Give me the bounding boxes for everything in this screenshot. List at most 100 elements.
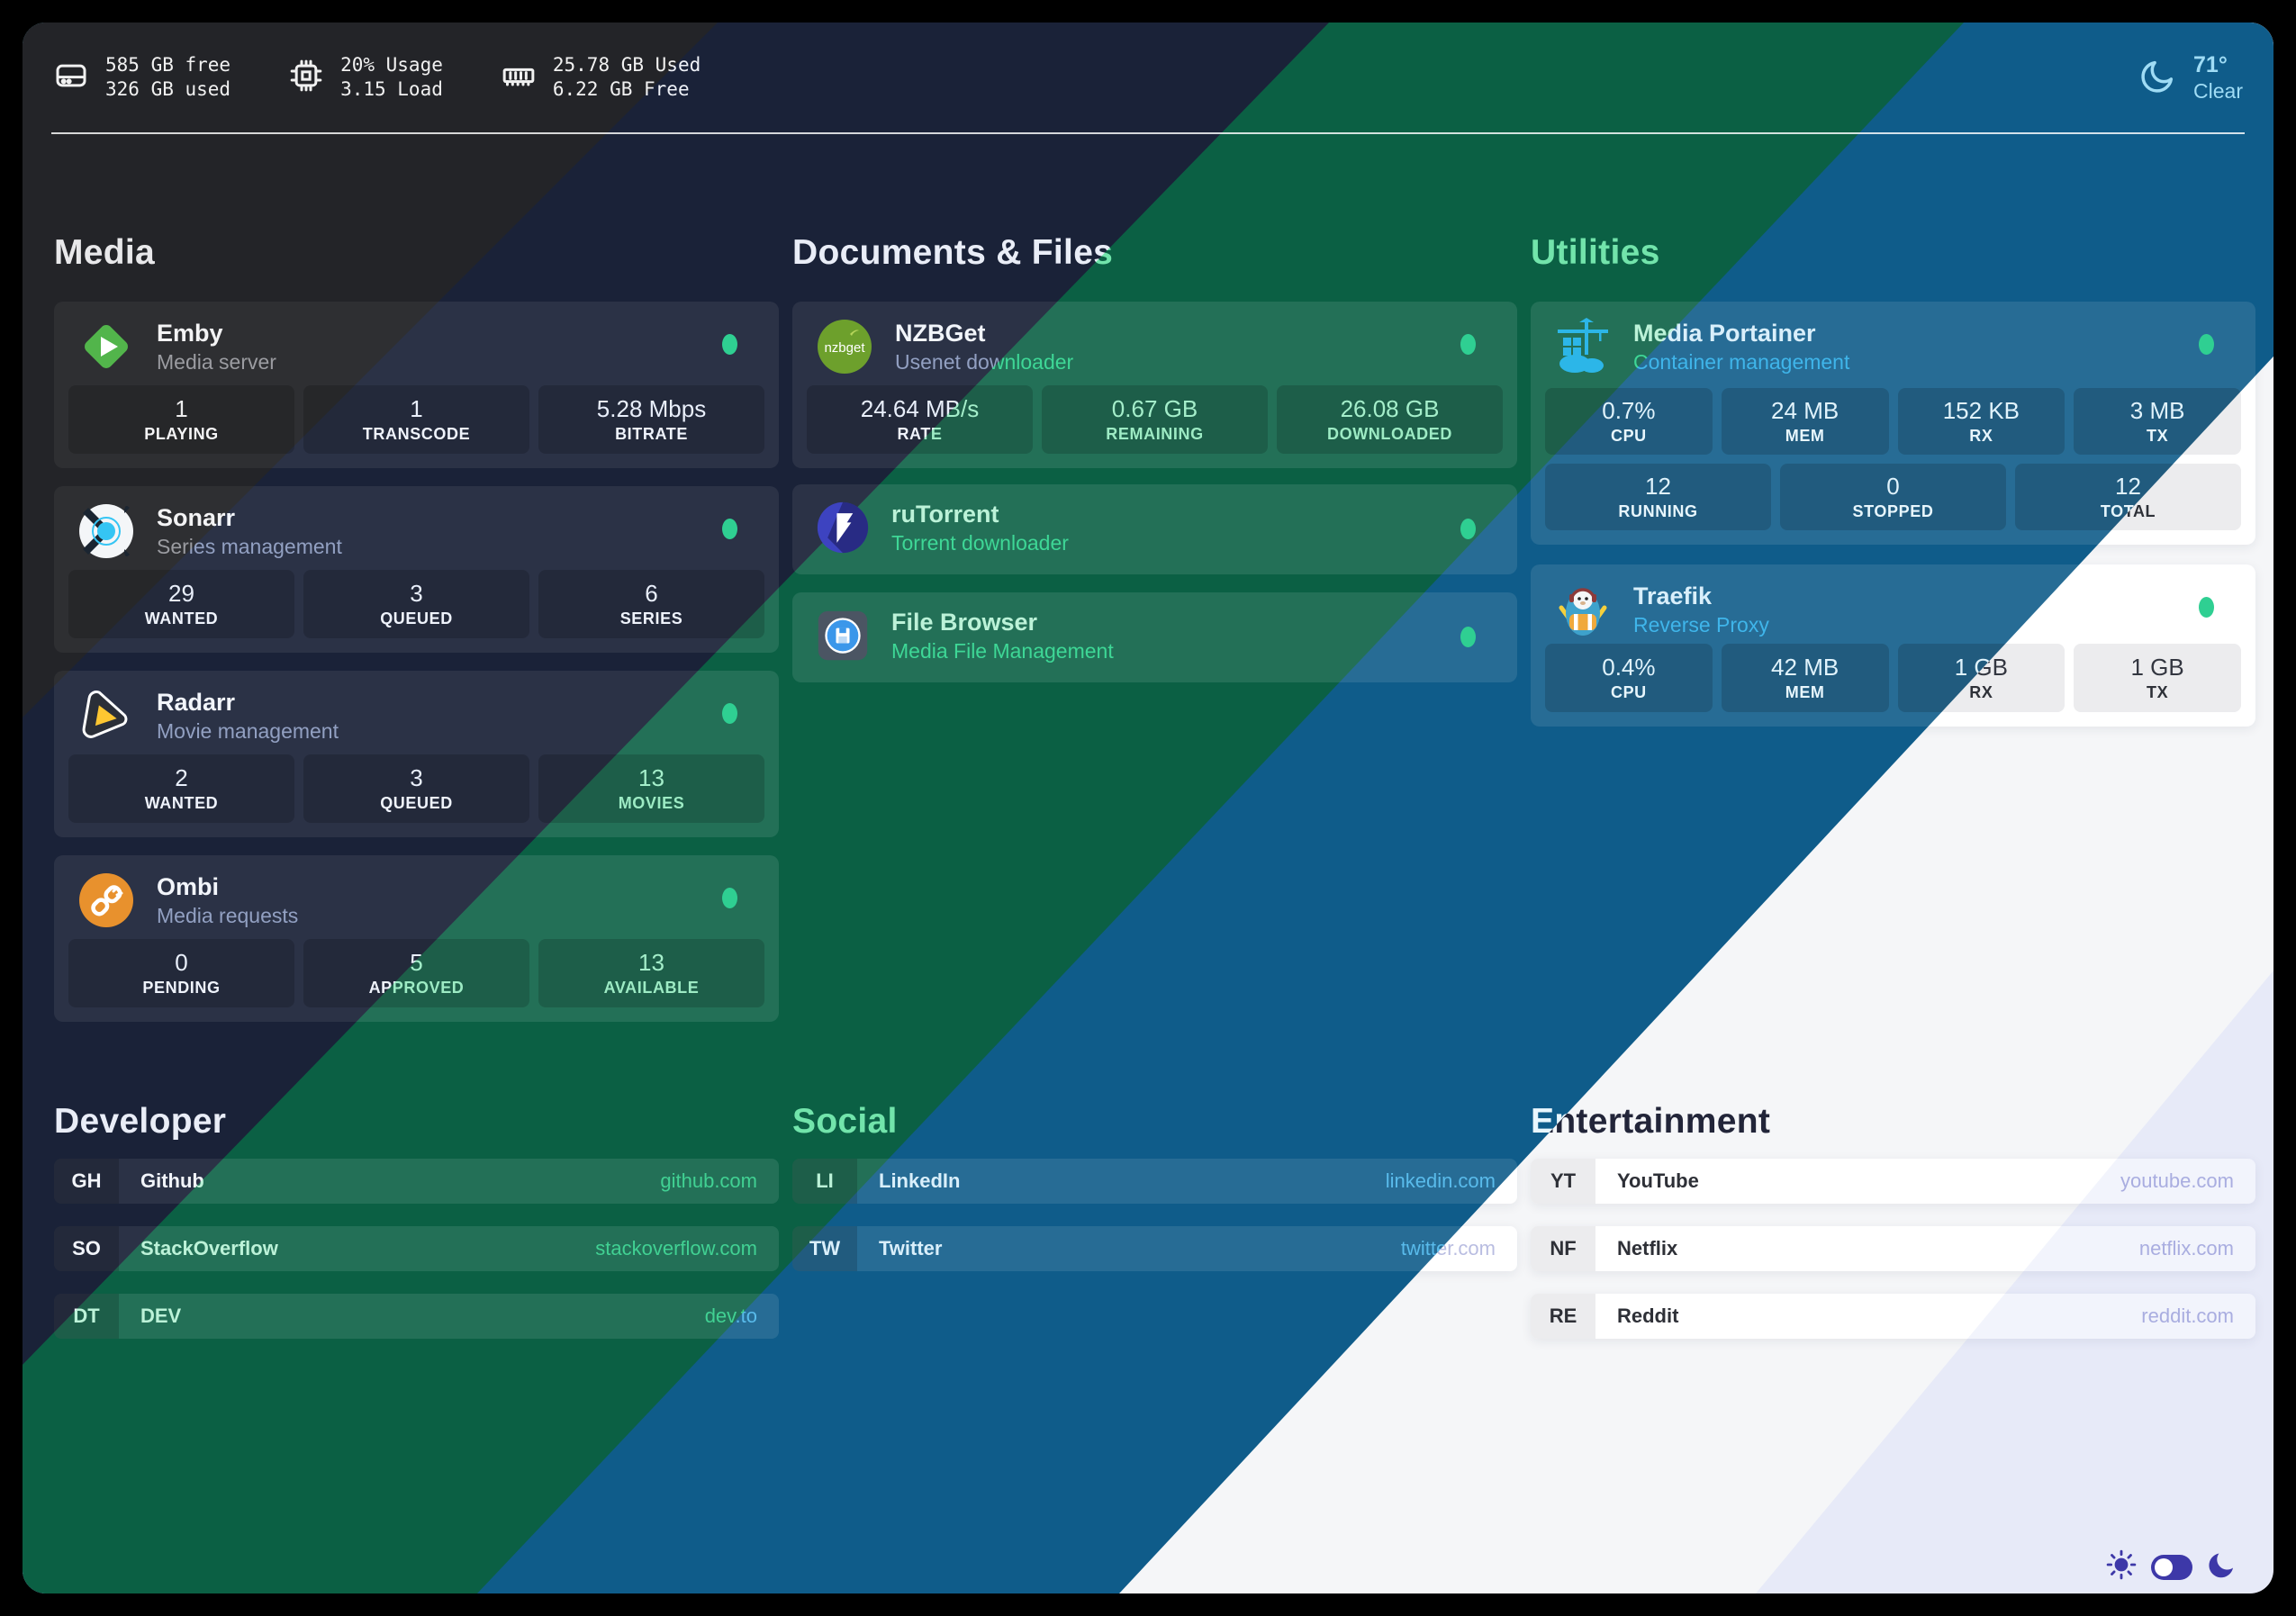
stat-value: 29	[168, 580, 194, 607]
stat-label: TRANSCODE	[362, 425, 471, 443]
bookmark-abbr: RE	[1531, 1294, 1595, 1339]
service-name: NZBGet	[895, 320, 986, 347]
stat-value: 0.67 GB	[1111, 395, 1198, 422]
disk-free: 585 GB free	[105, 54, 231, 76]
cpu-icon	[288, 58, 324, 97]
service-subtitle: Reverse Proxy	[1633, 613, 1769, 636]
cpu-percent: 20% Usage	[340, 54, 443, 76]
bookmark-url: linkedin.com	[1385, 1169, 1496, 1192]
bookmark-url: reddit.com	[2141, 1305, 2234, 1327]
service-name: Traefik	[1633, 582, 1713, 609]
bookmark-linkedin[interactable]: LI LinkedIn linkedin.com	[792, 1159, 1517, 1204]
status-dot	[722, 703, 737, 724]
service-subtitle: Media server	[157, 350, 276, 374]
filebrowser-icon	[816, 609, 870, 663]
ombi-icon	[77, 871, 135, 929]
stat-value: 13	[638, 949, 664, 976]
ram-icon	[501, 58, 537, 97]
status-dot	[722, 519, 737, 539]
service-subtitle: Container management	[1633, 350, 1850, 374]
stat-label: REMAINING	[1106, 425, 1204, 443]
stat-label: CPU	[1610, 683, 1647, 701]
stat-label: RX	[1969, 683, 1993, 701]
bookmark-name: YouTube	[1617, 1169, 1699, 1192]
stat-label: TX	[2147, 427, 2169, 445]
disk-used: 326 GB used	[105, 78, 231, 100]
stat-label: QUEUED	[380, 609, 453, 627]
stat-value: 13	[638, 764, 664, 791]
bookmark-twitter[interactable]: TW Twitter twitter.com	[792, 1226, 1517, 1271]
bookmark-name: Twitter	[879, 1237, 943, 1259]
service-subtitle: Torrent downloader	[891, 531, 1069, 555]
stat-label: SERIES	[619, 609, 683, 627]
status-dot	[1460, 519, 1476, 539]
status-dot	[722, 888, 737, 908]
service-subtitle: Movie management	[157, 719, 339, 743]
theme-toggles	[2106, 1549, 2237, 1584]
portainer-icon	[1554, 318, 1612, 375]
stat-label: PLAYING	[144, 425, 219, 443]
emby-icon	[77, 318, 135, 375]
bookmark-url: github.com	[660, 1169, 757, 1192]
stat-value: 6	[645, 580, 658, 607]
stat-value: 152 KB	[1942, 397, 2020, 424]
svg-text:nzbget: nzbget	[824, 340, 865, 356]
stat-value: 1 GB	[2130, 654, 2184, 681]
hard-drive-icon	[53, 58, 89, 97]
service-name: File Browser	[891, 609, 1038, 636]
status-dot	[1460, 334, 1476, 355]
cpu-usage: 20% Usage 3.15 Load	[288, 53, 443, 102]
section-title-utilities: Utilities	[1531, 233, 1660, 272]
section-title-social: Social	[792, 1102, 898, 1141]
bookmark-name: DEV	[140, 1305, 182, 1327]
stat-label: BITRATE	[615, 425, 688, 443]
bookmark-abbr: SO	[54, 1226, 119, 1271]
moon-icon[interactable]	[2207, 1549, 2237, 1584]
stat-label: WANTED	[144, 794, 219, 812]
service-name: Radarr	[157, 689, 236, 716]
bookmark-url: netflix.com	[2138, 1237, 2234, 1259]
theme-switch[interactable]	[2151, 1554, 2192, 1580]
sonarr-icon	[77, 502, 135, 560]
stat-value: 3	[410, 764, 423, 791]
cpu-load: 3.15 Load	[340, 78, 443, 100]
service-card-rutorrent[interactable]: ruTorrent Torrent downloader	[792, 484, 1517, 574]
weather-temperature: 71°	[2193, 52, 2228, 77]
service-name: ruTorrent	[891, 501, 999, 528]
stat-value: 3	[410, 580, 423, 607]
radarr-icon	[77, 687, 135, 745]
section-title-developer: Developer	[54, 1102, 227, 1141]
stat-value: 1	[410, 395, 423, 422]
switch-knob	[2155, 1557, 2173, 1576]
topbar-divider	[51, 132, 718, 134]
bookmark-url: youtube.com	[2120, 1169, 2234, 1192]
dashboard-stage: 585 GB free 326 GB used 20% Usage 3.15 L…	[23, 23, 2273, 1593]
crescent-moon-icon	[2139, 57, 2177, 99]
stat-label: MEM	[1785, 427, 1825, 445]
status-dot	[722, 334, 737, 355]
stat-value: 2	[175, 764, 188, 791]
status-dot	[2199, 597, 2214, 618]
bookmark-abbr: YT	[1531, 1159, 1595, 1204]
stat-label: PENDING	[142, 979, 221, 997]
stat-label: RUNNING	[1618, 502, 1698, 520]
bookmark-stackoverflow[interactable]: SO StackOverflow stackoverflow.com	[54, 1226, 779, 1271]
stat-label: MEM	[1785, 683, 1825, 701]
sun-icon[interactable]	[2106, 1549, 2137, 1584]
status-dot	[1460, 627, 1476, 647]
stat-label: QUEUED	[380, 794, 453, 812]
service-name: Ombi	[157, 873, 220, 900]
stat-value: 26.08 GB	[1340, 395, 1440, 422]
service-name: Emby	[157, 320, 223, 347]
stat-label: TX	[2147, 683, 2169, 701]
bookmark-abbr: GH	[54, 1159, 119, 1204]
stat-label: STOPPED	[1852, 502, 1934, 520]
service-subtitle: Media requests	[157, 904, 299, 927]
service-stats: 29 WANTED 3 QUEUED 6 SERIES	[68, 570, 764, 638]
stat-label: AVAILABLE	[603, 979, 700, 997]
section-title-media: Media	[54, 233, 156, 272]
bookmark-dev[interactable]: DT DEV dev.to	[54, 1294, 779, 1339]
service-stats: 0.7% CPU 24 MB MEM 152 KB RX 3 MB TX	[1545, 388, 2241, 455]
stat-value: 3 MB	[2129, 397, 2185, 424]
stat-value: 42 MB	[1771, 654, 1840, 681]
